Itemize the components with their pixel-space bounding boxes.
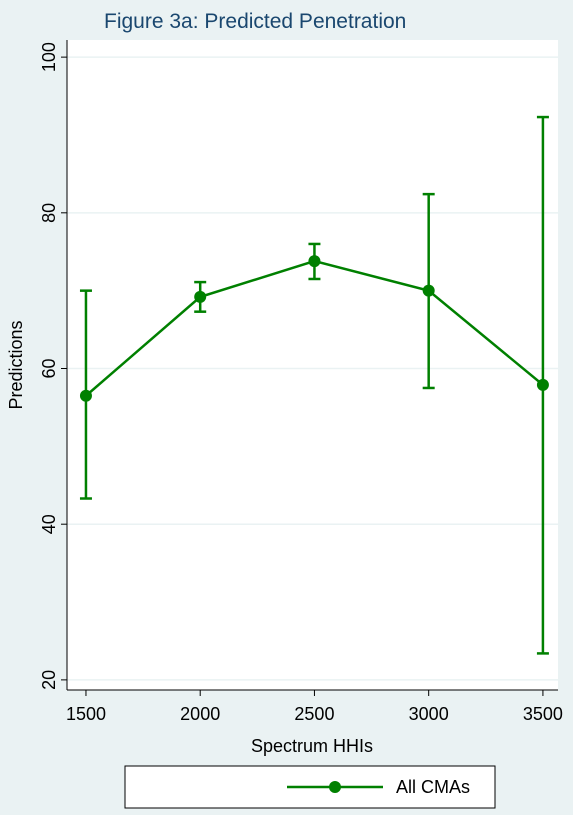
y-axis-title: Predictions	[6, 320, 26, 409]
x-axis-title: Spectrum HHIs	[251, 736, 373, 756]
legend-label: All CMAs	[396, 777, 470, 797]
y-tick-label: 40	[39, 514, 59, 534]
y-tick-label: 100	[39, 42, 59, 72]
marker	[194, 290, 207, 303]
plot-area	[67, 40, 558, 690]
marker	[536, 378, 549, 391]
legend-marker	[329, 781, 341, 793]
chart-title: Figure 3a: Predicted Penetration	[104, 10, 406, 33]
marker	[79, 389, 92, 402]
y-tick-label: 60	[39, 358, 59, 378]
x-tick-label: 3500	[523, 704, 563, 724]
y-tick-label: 20	[39, 670, 59, 690]
x-tick-label: 2500	[294, 704, 334, 724]
marker	[308, 255, 321, 268]
marker	[422, 284, 435, 297]
x-tick-label: 3000	[409, 704, 449, 724]
x-tick-label: 2000	[180, 704, 220, 724]
y-tick-label: 80	[39, 203, 59, 223]
x-tick-label: 1500	[66, 704, 106, 724]
